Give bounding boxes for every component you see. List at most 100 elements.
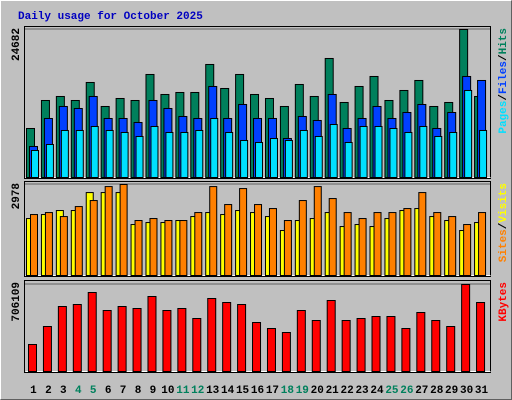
legend-separator: / bbox=[498, 54, 510, 61]
bar bbox=[89, 200, 98, 276]
bar bbox=[255, 141, 264, 178]
x-tick-label: 29 bbox=[445, 385, 458, 397]
bar bbox=[419, 125, 428, 178]
bar bbox=[461, 284, 471, 372]
bar bbox=[311, 320, 321, 372]
bar bbox=[433, 212, 442, 276]
bar bbox=[224, 204, 233, 276]
bar bbox=[117, 306, 127, 372]
bar bbox=[72, 304, 82, 373]
bar bbox=[344, 141, 353, 178]
bar bbox=[74, 206, 83, 276]
x-tick-label: 1 bbox=[30, 385, 37, 397]
legend-entry: Pages bbox=[498, 101, 510, 134]
x-tick-label: 24 bbox=[370, 385, 384, 397]
bar bbox=[268, 208, 277, 276]
chart-title: Daily usage for October 2025 bbox=[18, 11, 203, 23]
x-tick-label: 27 bbox=[415, 385, 428, 397]
bar bbox=[448, 216, 457, 276]
x-tick-label: 11 bbox=[176, 385, 190, 397]
bar bbox=[416, 312, 426, 373]
bar bbox=[314, 135, 323, 178]
bar bbox=[296, 310, 306, 372]
bar bbox=[60, 129, 69, 179]
bar bbox=[283, 220, 292, 277]
x-tick-label: 17 bbox=[266, 385, 279, 397]
bar bbox=[326, 300, 336, 372]
bar bbox=[165, 131, 174, 178]
x-tick-label: 28 bbox=[430, 385, 444, 397]
bar bbox=[446, 326, 456, 373]
x-tick-label: 9 bbox=[150, 385, 157, 397]
bar bbox=[237, 304, 247, 373]
legend-entry: Files bbox=[498, 61, 510, 94]
bar bbox=[418, 192, 427, 276]
bar bbox=[90, 125, 99, 178]
bar bbox=[222, 302, 232, 372]
x-tick-label: 14 bbox=[221, 385, 235, 397]
bar bbox=[194, 212, 203, 276]
x-tick-label: 20 bbox=[311, 385, 324, 397]
bar bbox=[210, 117, 219, 179]
x-tick-label: 30 bbox=[460, 385, 473, 397]
bar bbox=[104, 186, 113, 277]
bar bbox=[386, 316, 396, 372]
x-tick-label: 26 bbox=[400, 385, 413, 397]
bar bbox=[328, 198, 337, 276]
bar bbox=[105, 129, 114, 179]
bar bbox=[102, 310, 112, 372]
y-max-label: 2978 bbox=[11, 183, 23, 210]
bar bbox=[150, 125, 159, 178]
bar bbox=[30, 214, 38, 277]
legend: KBytes bbox=[498, 282, 510, 322]
bar bbox=[358, 218, 367, 277]
bar bbox=[434, 135, 443, 178]
bar bbox=[478, 212, 487, 276]
bar bbox=[195, 129, 204, 179]
bar bbox=[476, 302, 486, 372]
bar bbox=[463, 224, 472, 277]
bar bbox=[132, 308, 142, 373]
bar bbox=[119, 184, 128, 276]
bar bbox=[239, 188, 248, 276]
bar bbox=[44, 212, 53, 276]
bar bbox=[341, 320, 351, 372]
bar bbox=[371, 316, 381, 372]
x-tick-label: 15 bbox=[236, 385, 250, 397]
y-max-label: 24682 bbox=[11, 28, 23, 61]
legend-separator: / bbox=[498, 222, 510, 229]
bar bbox=[225, 131, 234, 178]
bar bbox=[479, 129, 488, 179]
bar bbox=[149, 218, 158, 277]
legend-entry: Hits bbox=[498, 28, 510, 54]
bar bbox=[269, 137, 278, 178]
bar bbox=[388, 212, 397, 276]
bar bbox=[87, 292, 97, 372]
legend-entry: KBytes bbox=[498, 282, 510, 322]
bar bbox=[177, 308, 187, 373]
bar bbox=[404, 131, 413, 178]
x-tick-label: 6 bbox=[105, 385, 112, 397]
bar bbox=[209, 186, 218, 277]
x-tick-label: 7 bbox=[120, 385, 127, 397]
x-tick-label: 2 bbox=[45, 385, 52, 397]
bar bbox=[313, 186, 322, 277]
bar bbox=[343, 212, 352, 276]
bar bbox=[179, 220, 188, 277]
bar bbox=[284, 139, 293, 179]
x-tick-label: 19 bbox=[296, 385, 309, 397]
bar bbox=[401, 328, 411, 373]
bar bbox=[134, 220, 143, 277]
bar bbox=[359, 125, 368, 178]
x-tick-label: 8 bbox=[135, 385, 142, 397]
x-tick-label: 18 bbox=[281, 385, 295, 397]
bar bbox=[45, 143, 54, 179]
x-tick-label: 12 bbox=[191, 385, 204, 397]
legend: Sites/Visits bbox=[498, 183, 510, 262]
bar bbox=[192, 318, 202, 373]
legend-separator: / bbox=[498, 94, 510, 101]
bar bbox=[373, 212, 382, 276]
y-max-label: 706109 bbox=[11, 282, 23, 322]
